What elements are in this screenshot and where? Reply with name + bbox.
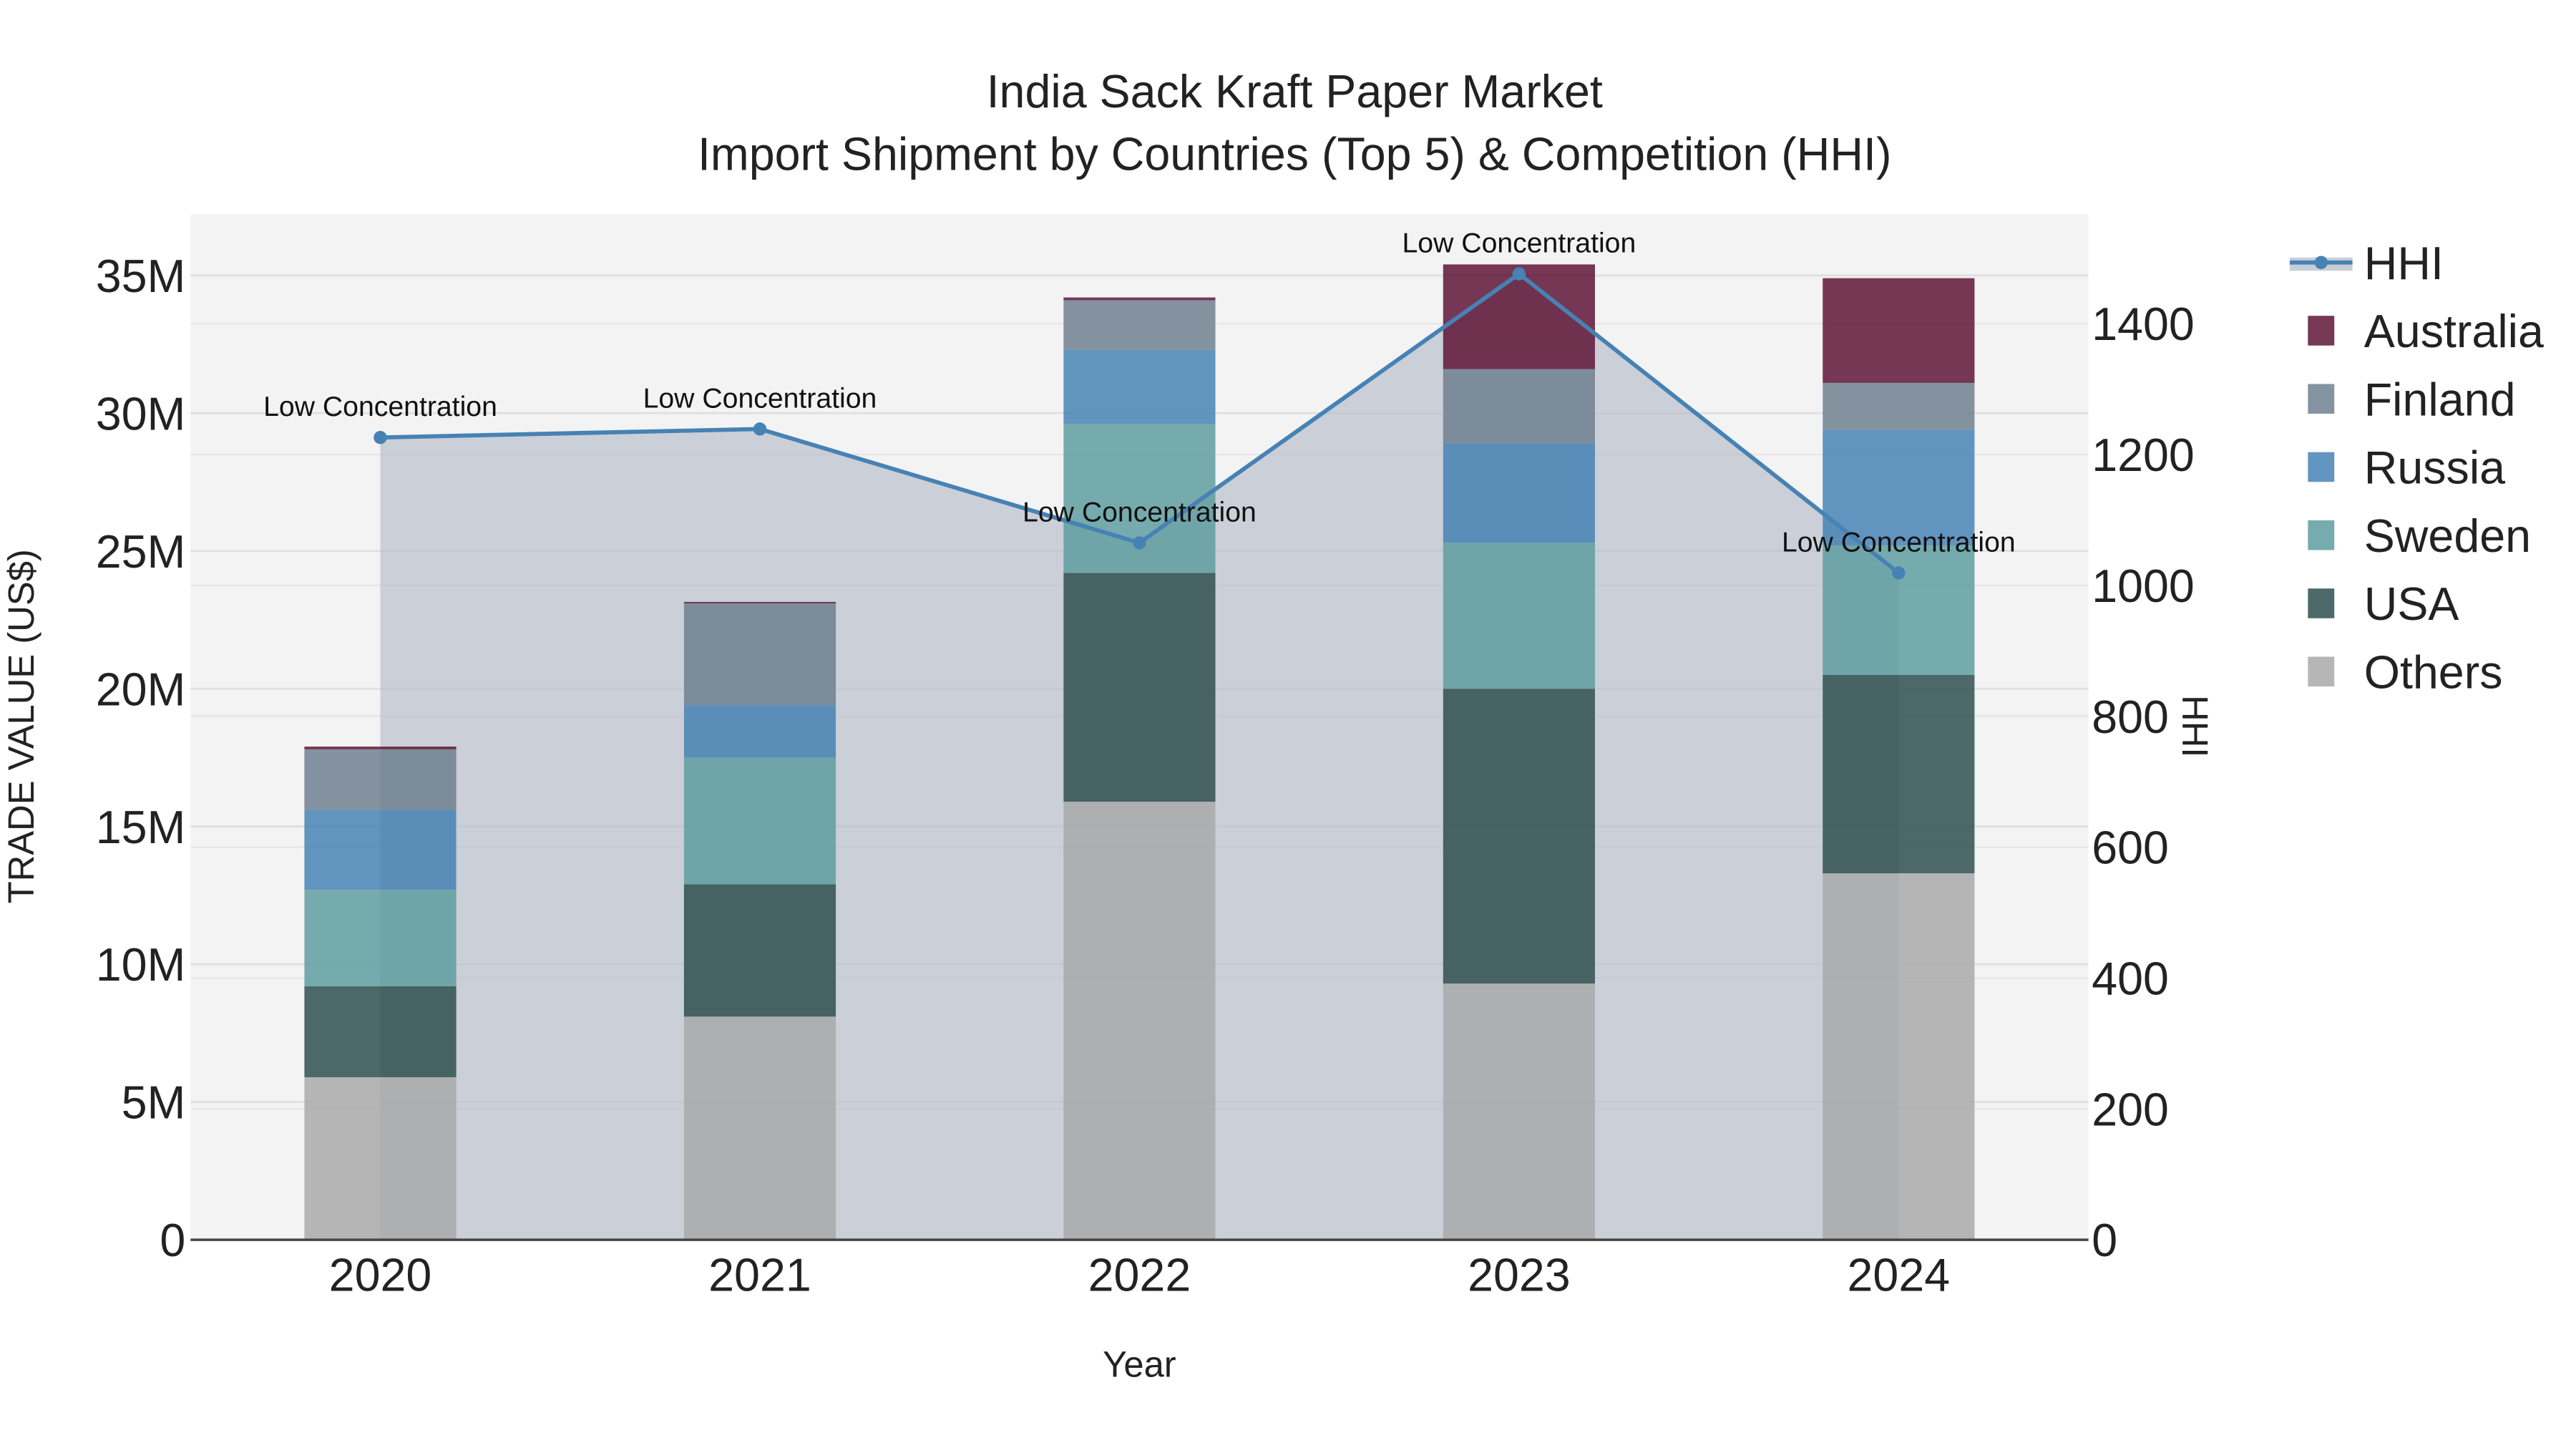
legend-label: USA [2364,578,2459,630]
bar-others-2022[interactable] [1063,802,1216,1240]
hhi-point[interactable] [1133,536,1146,550]
bar-russia-2023[interactable] [1443,443,1595,543]
annotations: Low Concentration Low Concentration Low Co… [263,228,2016,558]
bar-usa-2024[interactable] [1823,674,1975,874]
svg-text:20M: 20M [96,664,186,715]
hhi-point[interactable] [374,430,387,444]
bar-sweden-2024[interactable] [1823,545,1975,675]
svg-text:2024: 2024 [1848,1250,1951,1301]
annotation-label: Low Concentration [1402,228,1636,259]
svg-text:1000: 1000 [2092,560,2195,612]
bar-russia-2022[interactable] [1063,349,1216,424]
y-axis-ticks: 0 5M 10M 15M 20M 25M 30M 35M [96,251,186,1266]
svg-text:2021: 2021 [708,1250,811,1301]
svg-text:200: 200 [2092,1084,2169,1135]
hhi-point[interactable] [1892,566,1906,580]
bar-usa-2022[interactable] [1063,573,1216,802]
svg-text:2023: 2023 [1468,1250,1571,1301]
x-axis-ticks: 2020 2021 2022 2023 2024 [329,1250,1951,1301]
svg-text:30M: 30M [96,388,186,439]
bar-others-2021[interactable] [683,1016,836,1240]
legend-label: Finland [2364,374,2516,425]
svg-text:25M: 25M [96,526,186,578]
svg-text:1400: 1400 [2092,298,2195,350]
svg-text:2022: 2022 [1088,1250,1191,1301]
annotation-label: Low Concentration [643,383,877,414]
stacked-bars [304,264,1975,1240]
svg-text:5M: 5M [122,1077,186,1129]
legend-item-sweden[interactable]: Sweden [2308,510,2531,562]
svg-text:600: 600 [2092,822,2169,874]
bar-finland-2023[interactable] [1443,369,1595,444]
bar-others-2023[interactable] [1443,983,1595,1240]
legend-item-finland[interactable]: Finland [2308,374,2516,425]
bar-australia-2020[interactable] [304,747,457,749]
legend-item-others[interactable]: Others [2308,646,2503,698]
svg-text:10M: 10M [96,939,186,991]
svg-text:0: 0 [2092,1215,2117,1266]
bar-sweden-2020[interactable] [304,890,457,986]
legend-label: Australia [2364,306,2544,357]
bar-usa-2023[interactable] [1443,689,1595,984]
bar-finland-2020[interactable] [304,749,457,810]
y2-axis-label: HHI [2175,695,2215,757]
bar-sweden-2021[interactable] [683,757,836,885]
bar-russia-2020[interactable] [304,810,457,890]
svg-text:400: 400 [2092,953,2169,1004]
bar-russia-2021[interactable] [683,705,836,758]
svg-text:15M: 15M [96,802,186,853]
bar-usa-2020[interactable] [304,986,457,1077]
hhi-line[interactable] [374,267,1906,580]
bar-finland-2022[interactable] [1063,300,1216,350]
svg-text:35M: 35M [96,251,186,302]
annotation-label: Low Concentration [1023,497,1257,528]
svg-text:0: 0 [160,1215,185,1266]
bar-australia-2023[interactable] [1443,264,1595,369]
legend-label: HHI [2364,238,2444,289]
bar-usa-2021[interactable] [683,884,836,1017]
bar-australia-2021[interactable] [683,601,836,603]
bar-australia-2022[interactable] [1063,297,1216,301]
hhi-point[interactable] [1512,267,1526,281]
legend-item-russia[interactable]: Russia [2308,442,2505,494]
bar-finland-2024[interactable] [1823,382,1975,430]
bar-sweden-2023[interactable] [1443,543,1595,689]
bar-australia-2024[interactable] [1823,278,1975,383]
legend-item-hhi[interactable]: HHI [2289,238,2444,289]
legend-item-usa[interactable]: USA [2308,578,2459,630]
y2-axis-ticks: 0 200 400 600 800 1000 1200 1400 [2092,298,2195,1266]
legend-item-australia[interactable]: Australia [2308,306,2544,357]
svg-text:800: 800 [2092,691,2169,743]
legend: HHI Australia Finland Russia Sweden USA Others [2289,238,2544,698]
legend-label: Others [2364,646,2503,698]
legend-label: Sweden [2364,510,2531,562]
bar-others-2020[interactable] [304,1077,457,1240]
bar-finland-2021[interactable] [683,603,836,706]
y-axis-label: TRADE VALUE (US$) [1,549,42,903]
chart-title-line1: India Sack Kraft Paper Market [987,66,1603,117]
x-axis-label: Year [1103,1344,1176,1385]
svg-text:1200: 1200 [2092,429,2195,481]
svg-text:2020: 2020 [329,1250,432,1301]
hhi-point[interactable] [753,422,767,436]
chart-title-line2: Import Shipment by Countries (Top 5) & C… [698,129,1891,180]
bar-russia-2024[interactable] [1823,429,1975,546]
legend-label: Russia [2364,442,2505,494]
annotation-label: Low Concentration [1782,527,2016,558]
annotation-label: Low Concentration [263,392,497,422]
bar-others-2024[interactable] [1823,873,1975,1240]
